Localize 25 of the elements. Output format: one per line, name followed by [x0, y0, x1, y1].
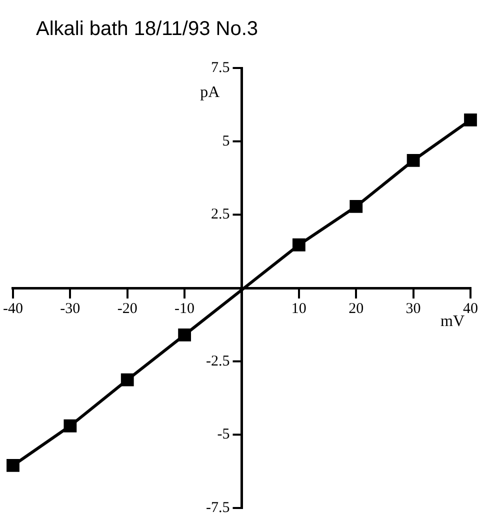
x-tick-label: 10: [291, 300, 306, 317]
y-tick-label: -7.5: [206, 500, 230, 516]
y-axis-title: pA: [200, 84, 220, 102]
x-tick-label: -40: [3, 300, 23, 317]
point: [406, 154, 420, 167]
x-tick-label: 30: [406, 300, 421, 317]
y-tick-label: 5: [222, 133, 230, 150]
x-tick-label: -20: [117, 300, 138, 317]
x-tick-label: -10: [174, 300, 195, 317]
point: [464, 113, 477, 126]
y-tick-label: 7.5: [211, 60, 230, 76]
x-tick-label: 40: [463, 300, 478, 317]
point: [64, 419, 77, 432]
point: [292, 238, 306, 252]
y-tick-label: -2.5: [206, 353, 230, 370]
point: [6, 459, 20, 472]
x-tick-label: 20: [348, 300, 364, 317]
y-tick-label: 2.5: [211, 206, 230, 223]
point: [350, 200, 363, 213]
chart-title: Alkali bath 18/11/93 No.3: [35, 17, 260, 42]
x-tick-label: -30: [60, 300, 80, 317]
y-tick-label: -5: [217, 426, 230, 443]
x-axis-title: mV: [440, 313, 465, 330]
point: [120, 373, 134, 386]
point: [178, 328, 192, 342]
